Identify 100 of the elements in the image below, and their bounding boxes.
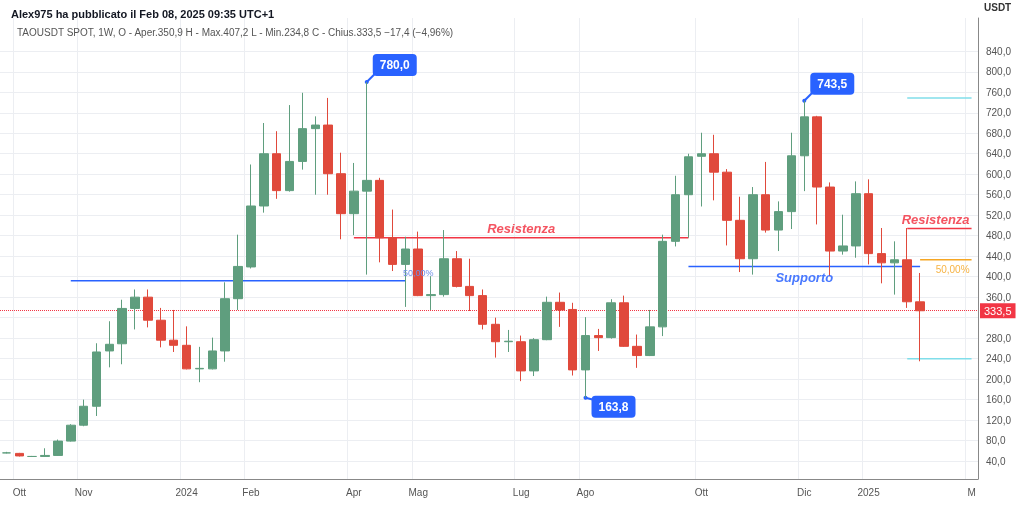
candlestick	[169, 309, 178, 353]
candlestick	[684, 153, 693, 239]
candlestick	[272, 130, 281, 200]
candlestick	[79, 399, 88, 427]
x-tick-label: Lug	[512, 486, 530, 498]
y-tick-label: 680,0	[986, 127, 1012, 139]
y-tick-label: 160,0	[986, 394, 1012, 406]
candlestick	[195, 346, 204, 383]
series-label: 50,00%	[935, 264, 970, 276]
candlestick	[208, 337, 217, 370]
series-label: Supporto	[775, 270, 834, 286]
candlestick	[349, 162, 359, 236]
y-tick-label: 440,0	[986, 250, 1012, 262]
candlestick	[285, 104, 294, 193]
ref-line-label: 333,5	[984, 304, 1012, 317]
y-tick-label: 80,0	[986, 435, 1006, 447]
x-tick-label: 2024	[175, 486, 199, 498]
chart-title: Alex975 ha pubblicato il Feb 08, 2025 09:35 UTC+1	[11, 7, 275, 20]
candlestick	[452, 250, 462, 288]
candlestick	[619, 295, 629, 348]
candlestick	[426, 275, 436, 311]
candlestick	[439, 229, 449, 298]
candlestick	[902, 227, 912, 309]
candlestick	[748, 186, 758, 276]
candlestick	[787, 132, 796, 230]
candlestick	[851, 180, 861, 259]
y-tick-label: 640,0	[986, 148, 1012, 160]
candlestick	[27, 455, 37, 458]
candlestick	[298, 92, 307, 171]
candlestick	[220, 281, 230, 363]
candlestick	[594, 328, 603, 352]
annotation: 743,5	[817, 76, 848, 91]
candlestick	[516, 335, 526, 382]
x-tick-label: 2025	[857, 486, 881, 498]
y-tick-label: 600,0	[986, 168, 1012, 180]
candlestick	[259, 122, 269, 214]
y-tick-label: 40,0	[986, 455, 1006, 467]
candlestick	[465, 258, 474, 312]
y-tick-label: 720,0	[986, 107, 1012, 119]
candlestick	[877, 227, 886, 284]
candlestick	[890, 240, 899, 296]
candlestick	[697, 132, 706, 207]
y-axis-title: USDT	[984, 1, 1012, 13]
candlestick	[658, 234, 667, 337]
candlestick	[722, 168, 732, 246]
candlestick	[812, 115, 822, 225]
candlestick	[117, 299, 127, 365]
x-tick-label: Feb	[242, 486, 260, 498]
candlestick	[838, 214, 848, 256]
series-label: Resistenza	[901, 211, 970, 227]
x-tick-label: Dic	[797, 486, 812, 498]
candlestick	[182, 325, 191, 370]
y-tick-label: 800,0	[986, 66, 1012, 78]
y-tick-label: 120,0	[986, 414, 1012, 426]
candlestick	[645, 309, 655, 357]
candlestick	[156, 307, 166, 348]
x-tick-label: M	[967, 486, 976, 498]
x-tick-label: Nov	[74, 486, 93, 498]
candlestick	[555, 292, 565, 328]
candlestick	[864, 178, 873, 265]
candlestick	[130, 288, 140, 330]
candlestick	[92, 342, 101, 417]
candlestick	[542, 296, 552, 341]
annotation: 163,8	[598, 399, 629, 414]
y-tick-label: 840,0	[986, 45, 1012, 57]
y-tick-label: 400,0	[986, 271, 1012, 283]
candlestick	[491, 317, 500, 359]
y-tick-label: 560,0	[986, 189, 1012, 201]
candlestick	[632, 334, 642, 369]
y-tick-label: 240,0	[986, 353, 1012, 365]
candlestick	[735, 196, 745, 273]
candlestick	[761, 161, 770, 234]
candlestick	[915, 272, 925, 362]
candlestick	[709, 134, 719, 201]
candlestick	[388, 209, 397, 272]
y-tick-label: 520,0	[986, 209, 1012, 221]
y-tick-label: 480,0	[986, 230, 1012, 242]
candlestick	[606, 298, 616, 340]
x-tick-label: Apr	[346, 486, 363, 498]
x-tick-label: Ott	[694, 486, 709, 498]
candlestick	[105, 320, 114, 368]
candlestick	[233, 234, 243, 311]
candlestick	[15, 452, 24, 457]
candlestick	[529, 337, 539, 377]
candlestick	[53, 439, 63, 457]
series-label: Resistenza	[487, 220, 556, 236]
candlestick	[311, 115, 320, 196]
candlestick	[375, 177, 384, 263]
x-tick-label: Ott	[12, 486, 27, 498]
candlestick	[143, 288, 153, 328]
y-tick-label: 280,0	[986, 332, 1012, 344]
text: TAOUSDT SPOT, 1W, O - Aper.350,9 H - Max.407,2 L - Min.234,8 C - Chius.333,5 −17,4 (−4,96%)	[17, 26, 454, 38]
x-tick-label: Mag	[408, 486, 428, 498]
candlestick	[323, 97, 333, 196]
annotation: 780,0	[379, 58, 411, 73]
candlestick	[40, 447, 50, 458]
candlestick	[66, 423, 76, 443]
candlestick	[246, 164, 256, 269]
candlestick	[671, 175, 680, 247]
candlestick	[504, 329, 513, 353]
